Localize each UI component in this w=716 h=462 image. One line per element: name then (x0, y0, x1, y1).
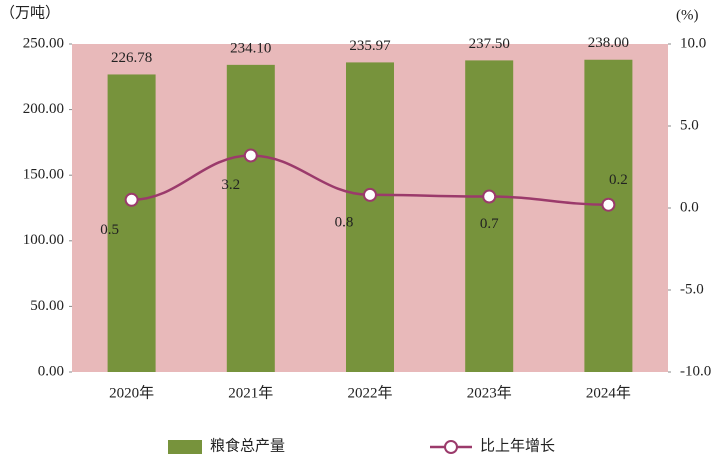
line-marker (601, 197, 616, 212)
legend-swatch (168, 440, 202, 454)
legend-label: 比上年增长 (480, 437, 555, 454)
line-marker (363, 187, 377, 202)
bar (584, 59, 633, 373)
line-value-label: 3.2 (221, 177, 240, 193)
line-marker (482, 189, 497, 204)
y2-tick-label: 5.0 (680, 117, 699, 133)
x-tick-label: 2020年 (109, 384, 154, 401)
x-tick-label: 2024年 (586, 384, 631, 401)
y-unit-label: （万吨） (0, 4, 60, 21)
x-tick-label: 2022年 (347, 384, 392, 401)
x-tick-label: 2023年 (467, 384, 512, 401)
bar (226, 64, 275, 372)
bar (465, 60, 514, 373)
x-tick-label: 2021年 (228, 384, 273, 401)
y2-tick-label: 10.0 (680, 35, 706, 51)
line-marker (124, 192, 139, 207)
bar (107, 74, 156, 373)
y-tick-label: 100.00 (23, 232, 64, 248)
y2-tick-label: -10.0 (680, 363, 711, 379)
line-value-label: 0.7 (480, 216, 499, 232)
y-tick-label: 50.00 (30, 298, 64, 314)
y-tick-label: 0.00 (38, 363, 64, 379)
y-tick-label: 200.00 (23, 101, 64, 117)
bar (346, 62, 394, 373)
line-value-label: 0.2 (609, 172, 628, 188)
legend-swatch (444, 440, 458, 454)
y2-unit-label: (%) (676, 7, 699, 23)
line-value-label: 0.8 (335, 214, 354, 230)
bar-value-label: 235.97 (349, 38, 391, 54)
bar-value-label: 237.50 (469, 36, 510, 52)
line-value-label: 0.5 (100, 222, 119, 238)
bar-value-label: 234.10 (230, 40, 271, 56)
line-marker (243, 148, 258, 163)
bar-value-label: 238.00 (588, 35, 629, 51)
y2-tick-label: -5.0 (680, 281, 704, 297)
bar-value-label: 226.78 (111, 50, 152, 66)
legend-label: 粮食总产量 (210, 437, 285, 454)
y2-tick-label: 0.0 (680, 199, 699, 215)
y-tick-label: 250.00 (23, 35, 64, 51)
y-tick-label: 150.00 (23, 167, 64, 183)
